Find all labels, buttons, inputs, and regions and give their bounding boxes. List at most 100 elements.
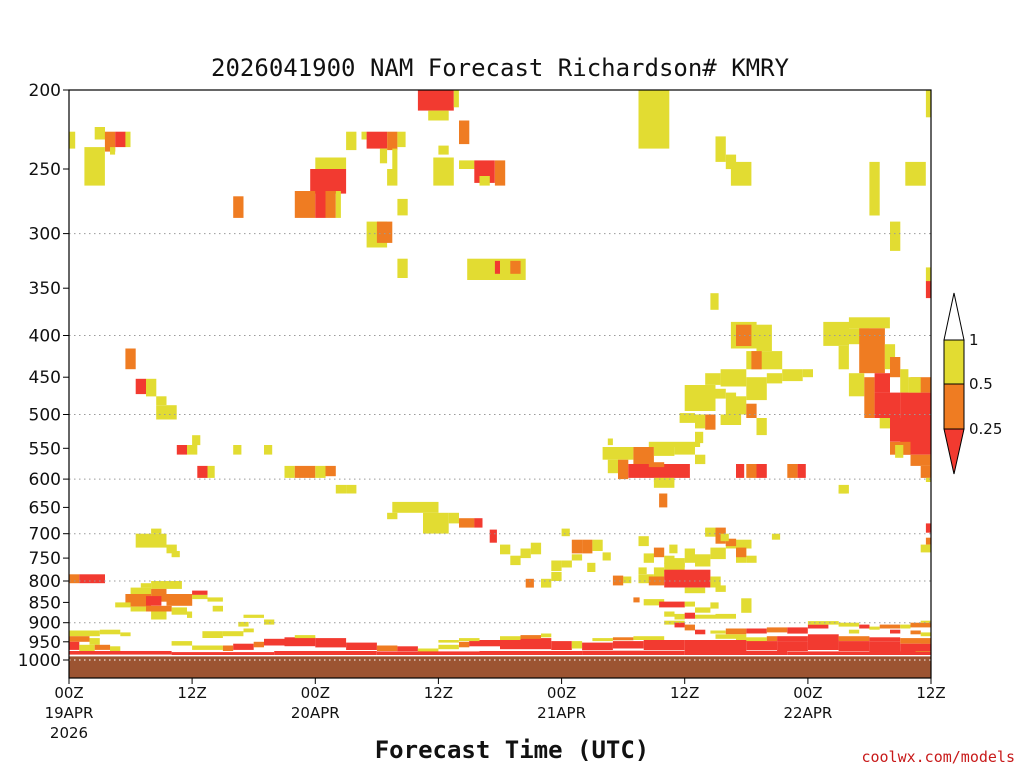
ri-cell-high bbox=[94, 127, 105, 140]
ri-cell-high bbox=[156, 405, 177, 420]
ri-cell-mid bbox=[459, 120, 470, 145]
ri-cell-high bbox=[561, 560, 572, 568]
ri-cell-mid bbox=[612, 637, 634, 641]
ri-cell-high bbox=[387, 512, 398, 520]
ri-cell-high bbox=[705, 373, 721, 385]
ri-cell-high bbox=[238, 621, 249, 627]
ri-cell-high bbox=[725, 539, 752, 549]
ri-cell-high bbox=[925, 477, 931, 482]
ri-cell-high bbox=[648, 441, 701, 447]
ri-cell-mid bbox=[325, 465, 336, 477]
ri-cell-high bbox=[243, 614, 264, 618]
ri-cell-mid bbox=[494, 160, 506, 186]
ri-cell-mid bbox=[233, 196, 244, 218]
ri-cell-low bbox=[494, 260, 500, 274]
legend-label: 0.25 bbox=[969, 420, 1002, 438]
ri-cell-mid bbox=[751, 351, 762, 370]
x-tick-label: 00Z bbox=[54, 684, 83, 702]
ri-cell-high bbox=[146, 378, 157, 397]
ri-cell-high bbox=[592, 539, 603, 551]
ri-cell-high bbox=[438, 644, 459, 650]
ri-cell-high bbox=[187, 445, 198, 455]
ri-cell-high bbox=[848, 317, 890, 329]
ri-cell-low bbox=[684, 612, 695, 619]
ri-cell-low bbox=[797, 464, 806, 478]
ri-cell-high bbox=[710, 602, 719, 609]
ri-cell-high bbox=[212, 605, 223, 612]
ri-cell-low bbox=[925, 281, 931, 299]
ri-cell-high bbox=[202, 631, 223, 638]
ri-cell-low bbox=[664, 569, 711, 588]
ri-cell-high bbox=[730, 161, 752, 186]
ri-cell-mid bbox=[890, 357, 901, 378]
ri-cell-mid bbox=[571, 539, 583, 554]
ri-cell-low bbox=[489, 529, 497, 543]
ri-cell-high bbox=[710, 630, 726, 634]
ri-cell-high bbox=[541, 578, 552, 588]
ri-cell-low bbox=[807, 624, 829, 629]
ri-cell-high bbox=[890, 221, 901, 251]
ri-cell-high bbox=[392, 501, 439, 513]
ri-cell-mid bbox=[910, 622, 931, 628]
ri-cell-high bbox=[592, 638, 613, 642]
ri-cell-high bbox=[346, 484, 357, 494]
y-tick-label: 300 bbox=[29, 225, 61, 245]
ri-cell-low bbox=[874, 373, 890, 393]
ri-cell-low bbox=[746, 628, 767, 634]
ri-cell-high bbox=[453, 90, 459, 108]
ri-cell-high bbox=[720, 533, 729, 542]
ri-cell-high bbox=[551, 572, 562, 581]
ri-cell-mid bbox=[736, 324, 752, 346]
ri-cell-high bbox=[633, 636, 665, 640]
ri-cell-low bbox=[659, 601, 685, 608]
ri-cell-high bbox=[151, 611, 167, 620]
ri-cell-high bbox=[715, 388, 726, 399]
ri-cell-high bbox=[520, 548, 531, 559]
ri-cell-low bbox=[674, 464, 690, 478]
ri-cell-high bbox=[192, 645, 223, 650]
ri-cell-high bbox=[125, 131, 131, 148]
ri-cell-high bbox=[710, 547, 726, 560]
ri-cell-high bbox=[79, 644, 95, 651]
ri-cell-high bbox=[905, 161, 926, 186]
ri-cell-high bbox=[156, 396, 167, 406]
ri-cell-mid bbox=[648, 576, 665, 586]
y-tick-label: 750 bbox=[29, 549, 61, 569]
ri-cell-mid bbox=[125, 348, 136, 370]
ri-cell-high bbox=[838, 489, 847, 494]
ri-cell-mid bbox=[910, 630, 921, 635]
y-tick-label: 850 bbox=[29, 593, 61, 613]
ri-cell-high bbox=[110, 646, 121, 652]
ri-cell-high bbox=[848, 373, 865, 397]
ri-cell-low bbox=[146, 596, 162, 606]
ri-cell-high bbox=[715, 613, 736, 619]
ri-cell-high bbox=[500, 636, 521, 640]
ri-cell-low bbox=[192, 590, 208, 595]
ri-cell-high bbox=[510, 555, 521, 566]
ri-cell-mid bbox=[520, 635, 541, 639]
ri-cell-high bbox=[736, 396, 747, 415]
ri-cell-high bbox=[710, 576, 721, 588]
ri-cell-high bbox=[725, 392, 737, 418]
ri-cell-high bbox=[315, 465, 326, 478]
ri-cell-mid bbox=[104, 131, 116, 152]
color-legend: 1 0.5 0.25 bbox=[943, 292, 1002, 475]
ri-cell-high bbox=[782, 369, 803, 382]
ri-cell-high bbox=[428, 110, 449, 121]
ri-cell-high bbox=[294, 635, 316, 639]
x-tick-date: 19APR bbox=[45, 704, 94, 722]
ri-cell-high bbox=[166, 544, 177, 554]
ri-cell-high bbox=[664, 562, 685, 572]
ri-cell-high bbox=[695, 607, 711, 613]
ri-cell-mid bbox=[633, 447, 654, 464]
ri-cell-high bbox=[84, 147, 105, 186]
ri-cell-mid bbox=[746, 403, 757, 418]
ri-cell-high bbox=[135, 533, 167, 548]
ri-cell-low bbox=[115, 131, 126, 148]
ri-cell-high bbox=[171, 607, 187, 615]
ri-cell-mid bbox=[766, 627, 788, 633]
ri-cell-high bbox=[900, 369, 909, 393]
ri-cell-mid bbox=[920, 465, 931, 478]
ri-cell-high bbox=[335, 484, 347, 494]
